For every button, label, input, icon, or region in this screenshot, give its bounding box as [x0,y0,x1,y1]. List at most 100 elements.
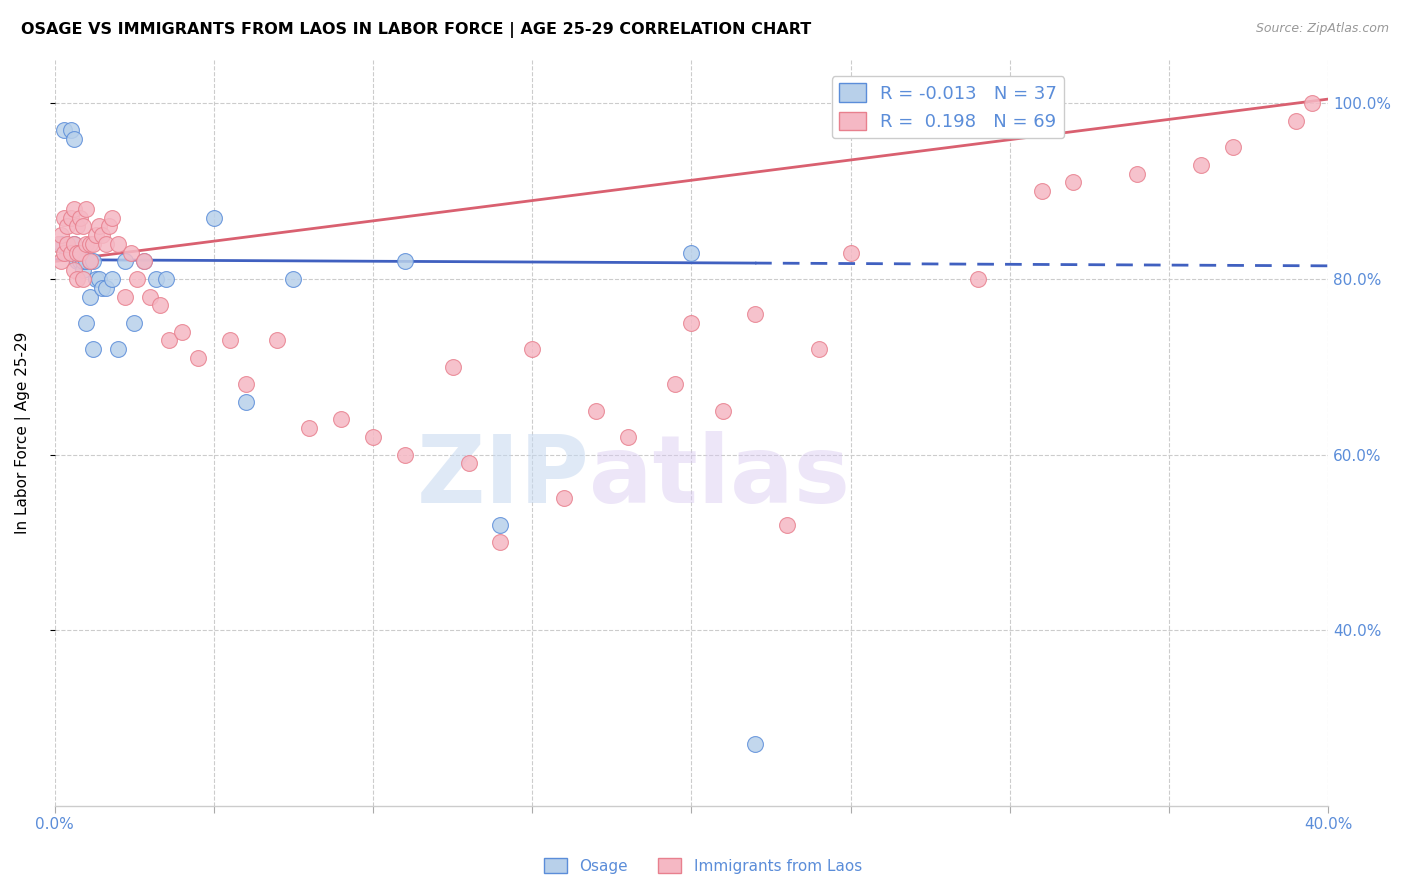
Point [1222,140,1244,154]
Point [49,228,72,243]
Point [94,236,117,251]
Point [69,254,91,268]
Point [75,202,97,216]
Point [114,254,136,268]
Point [59,211,82,225]
Point [94,281,117,295]
Point [157,334,180,348]
Point [1062,176,1084,190]
Point [66,254,89,268]
Point [79,254,101,268]
Point [522,343,544,357]
Point [59,123,82,137]
Point [107,343,129,357]
Point [489,517,512,532]
Point [807,343,830,357]
Point [49,236,72,251]
Point [101,272,124,286]
Point [394,448,416,462]
Point [107,236,129,251]
Point [145,272,167,286]
Point [120,245,142,260]
Point [266,334,288,348]
Point [235,395,257,409]
Point [84,272,107,286]
Point [298,421,321,435]
Point [457,456,479,470]
Point [711,403,734,417]
Text: Source: ZipAtlas.com: Source: ZipAtlas.com [1256,22,1389,36]
Point [84,228,107,243]
Point [155,272,177,286]
Point [72,219,94,234]
Point [361,430,384,444]
Point [89,219,111,234]
Point [681,316,703,330]
Point [66,245,89,260]
Point [1126,167,1149,181]
Point [1189,158,1212,172]
Point [681,245,703,260]
Point [72,272,94,286]
Point [56,236,79,251]
Point [82,236,104,251]
Point [79,289,101,303]
Point [62,236,84,251]
Point [79,254,101,268]
Point [967,272,990,286]
Y-axis label: In Labor Force | Age 25-29: In Labor Force | Age 25-29 [15,332,31,533]
Point [114,289,136,303]
Point [91,228,114,243]
Point [132,254,155,268]
Point [744,307,766,321]
Point [283,272,305,286]
Point [59,245,82,260]
Text: ZIP: ZIP [416,432,589,524]
Point [1285,114,1308,128]
Point [66,272,89,286]
Text: OSAGE VS IMMIGRANTS FROM LAOS IN LABOR FORCE | AGE 25-29 CORRELATION CHART: OSAGE VS IMMIGRANTS FROM LAOS IN LABOR F… [21,22,811,38]
Point [489,535,512,549]
Point [69,245,91,260]
Point [53,123,76,137]
Point [101,211,124,225]
Point [82,343,104,357]
Point [49,254,72,268]
Point [69,245,91,260]
Point [664,377,686,392]
Point [66,219,89,234]
Point [53,211,76,225]
Point [82,254,104,268]
Point [62,202,84,216]
Point [139,289,162,303]
Point [394,254,416,268]
Point [616,430,638,444]
Point [72,263,94,277]
Point [122,316,145,330]
Point [46,236,69,251]
Point [127,272,149,286]
Point [59,245,82,260]
Point [56,245,79,260]
Point [744,737,766,751]
Point [187,351,209,365]
Point [202,211,225,225]
Text: atlas: atlas [589,432,851,524]
Point [72,254,94,268]
Point [79,236,101,251]
Legend: R = -0.013   N = 37, R =  0.198   N = 69: R = -0.013 N = 37, R = 0.198 N = 69 [831,76,1064,138]
Point [69,211,91,225]
Point [97,219,120,234]
Legend: Osage, Immigrants from Laos: Osage, Immigrants from Laos [538,852,868,880]
Point [170,325,193,339]
Point [89,272,111,286]
Point [330,412,353,426]
Point [62,236,84,251]
Point [75,236,97,251]
Point [235,377,257,392]
Point [53,245,76,260]
Point [1301,96,1323,111]
Point [553,491,575,506]
Point [91,281,114,295]
Point [75,316,97,330]
